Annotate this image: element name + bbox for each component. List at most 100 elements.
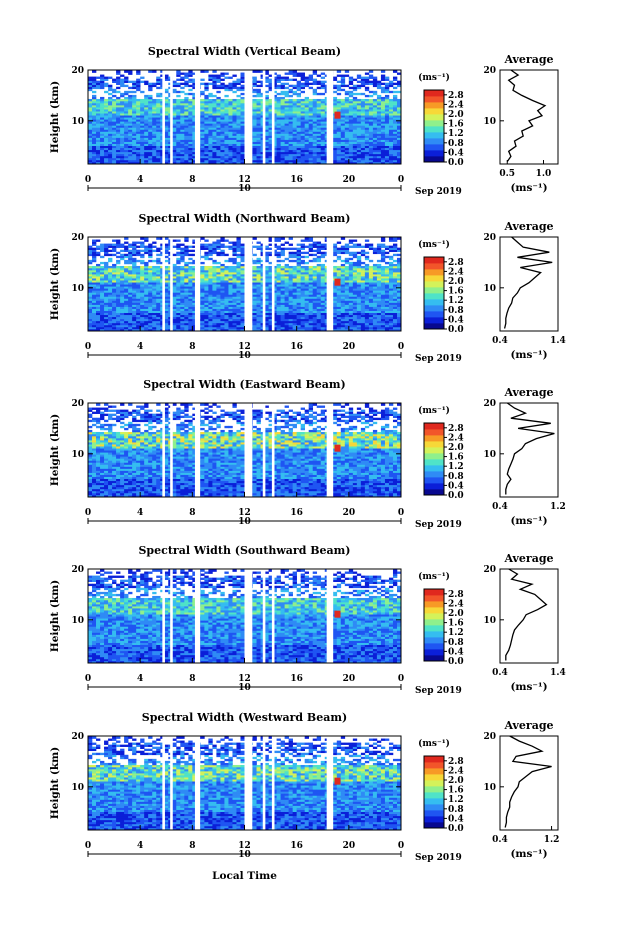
heatmap-cell xyxy=(380,113,386,116)
heatmap-cell xyxy=(152,259,157,263)
heatmap-cell xyxy=(204,86,209,90)
heatmap-cell xyxy=(148,292,153,295)
heatmap-cell xyxy=(212,80,217,84)
heatmap-cell xyxy=(340,153,346,157)
heatmap-cell xyxy=(316,127,322,130)
heatmap-cell xyxy=(228,135,233,138)
heatmap-cell xyxy=(336,105,342,108)
heatmap-cell xyxy=(92,147,97,151)
heatmap-cell xyxy=(156,107,161,110)
heatmap-cell xyxy=(96,294,101,297)
heatmap-cell xyxy=(192,151,197,155)
heatmap-cell xyxy=(132,292,137,295)
heatmap-cell xyxy=(124,253,129,257)
heatmap-cell xyxy=(376,141,382,144)
heatmap-cell xyxy=(92,145,97,149)
heatmap-cell xyxy=(300,111,305,114)
heatmap-cell xyxy=(272,94,277,98)
heatmap-cell xyxy=(212,272,217,275)
heatmap-cell xyxy=(368,121,374,124)
heatmap-cell xyxy=(292,113,297,116)
heatmap-cell xyxy=(128,267,133,271)
heatmap-cell xyxy=(144,267,149,271)
heatmap-cell xyxy=(348,76,354,79)
heatmap-cell xyxy=(208,314,213,318)
heatmap-cell xyxy=(92,159,97,163)
heatmap-cell xyxy=(88,312,93,316)
heatmap-cell xyxy=(208,249,213,253)
heatmap-cell xyxy=(180,119,185,122)
heatmap-cell xyxy=(136,294,141,297)
heatmap-cell xyxy=(136,100,141,104)
heatmap-cell xyxy=(348,90,354,94)
heatmap-cell xyxy=(348,151,354,155)
heatmap-cell xyxy=(180,280,185,283)
heatmap-cell xyxy=(144,131,149,134)
heatmap-cell xyxy=(120,133,125,136)
heatmap-cell xyxy=(316,121,322,124)
heatmap-cell xyxy=(228,276,233,279)
heatmap-cell xyxy=(252,129,257,132)
heatmap-cell xyxy=(120,270,125,273)
heatmap-cell xyxy=(364,141,370,144)
heatmap-cell xyxy=(300,113,305,116)
heatmap-cell xyxy=(180,123,185,126)
heatmap-cell xyxy=(120,107,125,110)
heatmap-cell xyxy=(280,100,285,104)
heatmap-cell xyxy=(220,310,225,314)
heatmap-cell xyxy=(208,115,213,118)
heatmap-cell xyxy=(148,133,153,136)
heatmap-cell xyxy=(192,100,197,104)
heatmap-cell xyxy=(364,135,370,138)
heatmap-cell xyxy=(216,123,221,126)
heatmap-cell xyxy=(352,98,358,102)
heatmap-cell xyxy=(108,296,113,299)
heatmap-cell xyxy=(332,76,338,79)
heatmap-cell xyxy=(112,324,117,328)
heatmap-cell xyxy=(272,119,277,122)
heatmap-cell xyxy=(180,294,185,297)
heatmap-cell xyxy=(288,141,293,144)
chart-title: Spectral Width (Northward Beam) xyxy=(139,212,351,225)
heatmap-cell xyxy=(364,78,370,81)
heatmap-cell xyxy=(348,157,354,161)
heatmap-cell xyxy=(380,86,386,90)
heatmap-cell xyxy=(144,308,149,311)
heatmap-cell xyxy=(136,267,141,271)
heatmap-cell xyxy=(300,141,305,144)
heatmap-cell xyxy=(364,94,370,98)
heatmap-cell xyxy=(172,111,177,114)
heatmap-cell xyxy=(216,107,221,110)
heatmap-cell xyxy=(240,243,245,246)
heatmap-cell xyxy=(176,294,181,297)
heatmap-cell xyxy=(88,276,93,279)
heatmap-cell xyxy=(256,135,261,138)
heatmap-cell xyxy=(368,155,374,159)
heatmap-cell xyxy=(260,306,265,309)
heatmap-cell xyxy=(128,94,133,98)
heatmap-cell xyxy=(312,100,318,104)
heatmap-cell xyxy=(228,103,233,106)
heatmap-cell xyxy=(120,155,125,159)
heatmap-cell xyxy=(284,94,289,98)
heatmap-cell xyxy=(224,123,229,126)
heatmap-cell xyxy=(216,306,221,309)
heatmap-cell xyxy=(368,133,374,136)
heatmap-cell xyxy=(148,274,153,277)
heatmap-cell xyxy=(396,90,402,94)
heatmap-cell xyxy=(220,143,225,147)
heatmap-cell xyxy=(100,119,105,122)
heatmap-cell xyxy=(128,314,133,318)
heatmap-cell xyxy=(392,151,398,155)
heatmap-cell xyxy=(336,80,342,84)
heatmap-cell xyxy=(208,125,213,128)
heatmap-cell xyxy=(260,98,265,102)
heatmap-cell xyxy=(152,113,157,116)
heatmap-cell xyxy=(184,103,189,106)
heatmap-cell xyxy=(116,98,121,102)
heatmap-cell xyxy=(312,78,318,81)
heatmap-cell xyxy=(164,320,169,324)
heatmap-cell xyxy=(224,267,229,271)
heatmap-cell xyxy=(220,282,225,285)
heatmap-cell xyxy=(104,159,109,163)
